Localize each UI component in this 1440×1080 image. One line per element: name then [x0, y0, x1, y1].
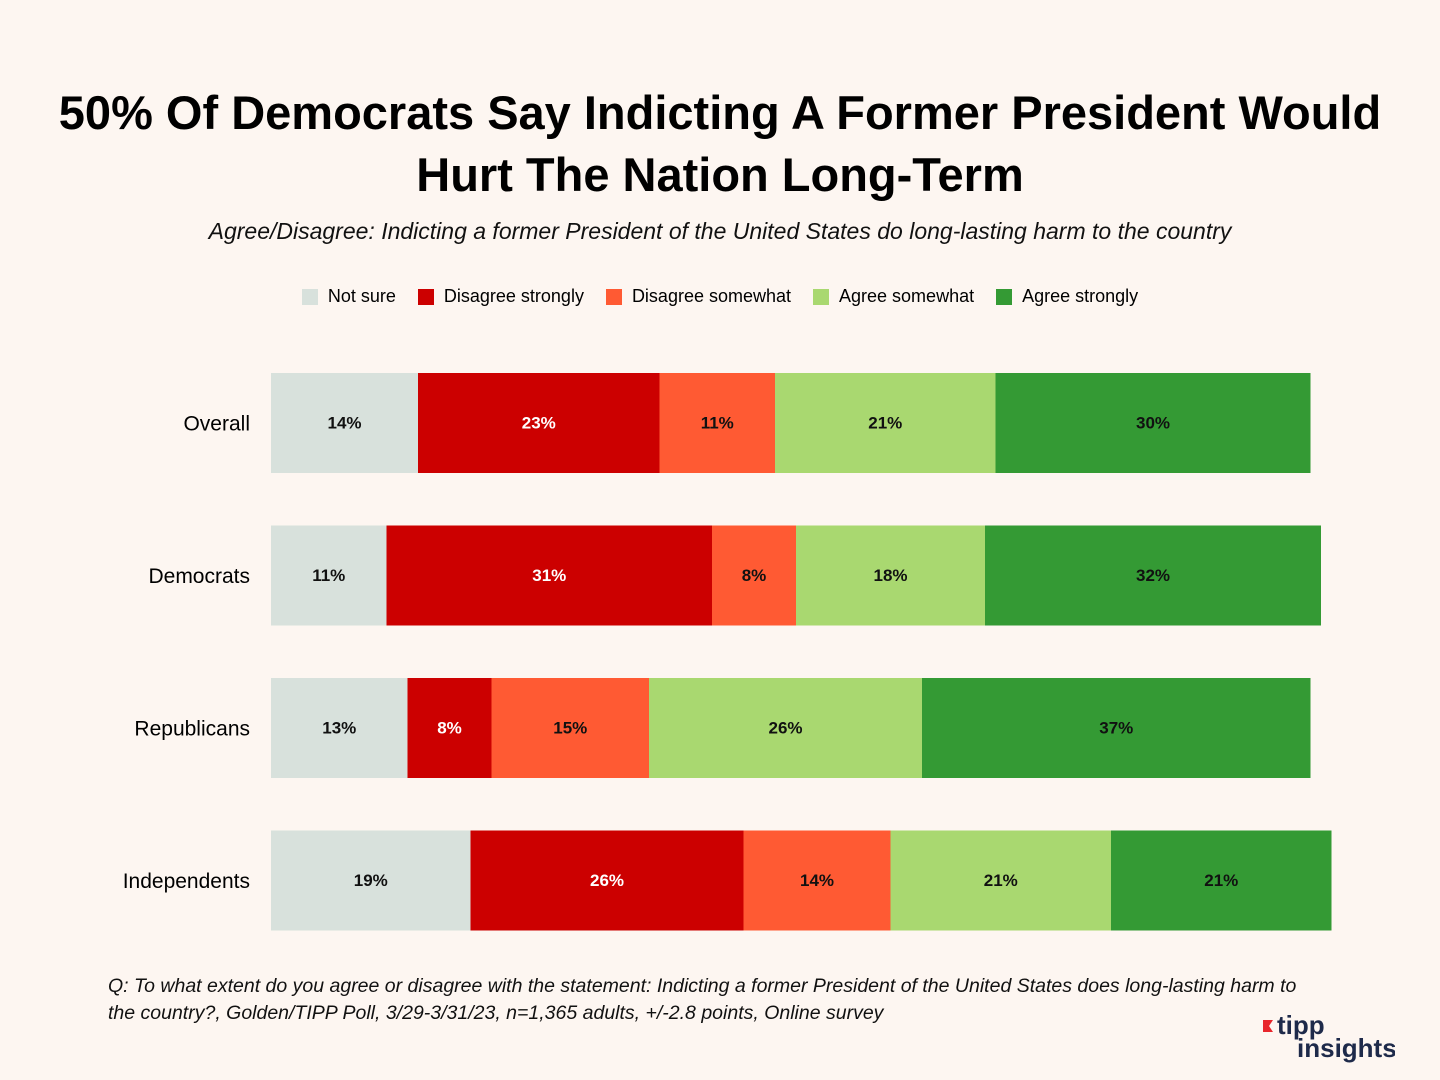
bar-segment [271, 678, 408, 778]
bar-segment [1111, 830, 1332, 931]
bar-segment [418, 373, 660, 473]
category-label: Democrats [148, 565, 250, 588]
legend-swatch [417, 288, 434, 305]
logo-text: tipp [1277, 1010, 1325, 1040]
logo: tipp insights [1263, 1010, 1395, 1063]
legend-label: Disagree somewhat [631, 286, 792, 306]
bar-segment [407, 678, 492, 778]
bar-segment [796, 525, 985, 626]
data-label: 26% [768, 718, 802, 737]
bar-segment [386, 525, 712, 626]
data-label: 15% [553, 718, 587, 737]
legend: Not sure Disagree strongly Disagree somewh… [0, 286, 1440, 307]
data-label: 23% [522, 413, 556, 432]
data-label: 21% [984, 871, 1018, 890]
data-label: 8% [437, 718, 462, 737]
data-label: 14% [327, 413, 361, 432]
data-label: 26% [590, 871, 624, 890]
data-label: 21% [1204, 871, 1238, 890]
chart-subtitle: Agree/Disagree: Indicting a former Presi… [208, 218, 1232, 244]
legend-label: Agree strongly [1022, 286, 1139, 306]
bar-segment [985, 525, 1321, 626]
legend-label: Disagree strongly [443, 286, 584, 306]
data-label: 11% [701, 413, 734, 432]
chart-title: 50% Of Democrats Say Indicting A Former … [58, 86, 1382, 201]
data-label: 11% [312, 566, 345, 585]
legend-item: Disagree somewhat [605, 286, 792, 307]
chart: Overall 14% 23% 11% 21% 30% Democrats 11% 31% 8% 1… [123, 373, 1332, 931]
legend-swatch [813, 288, 830, 305]
data-label: 13% [322, 718, 356, 737]
category-label: Independents [123, 870, 250, 893]
bar-segment [922, 678, 1311, 778]
logo-icon [1263, 1020, 1273, 1032]
legend-item: Disagree strongly [417, 286, 584, 307]
logo-text: insights [1297, 1033, 1395, 1063]
bar-segment [712, 525, 796, 626]
data-label: 30% [1136, 413, 1170, 432]
legend-item: Agree somewhat [813, 286, 974, 307]
bar-segment [649, 678, 922, 778]
legend-item: Not sure [301, 286, 396, 307]
legend-swatch [605, 288, 622, 305]
data-label: 32% [1136, 566, 1170, 585]
legend-label: Agree somewhat [839, 286, 975, 306]
footnote: Q: To what extent do you agree or disagr… [108, 975, 1297, 1024]
legend-item: Agree strongly [996, 286, 1138, 307]
data-label: 31% [532, 566, 566, 585]
data-label: 21% [868, 413, 902, 432]
bar-segment [775, 373, 996, 473]
bar-segment [271, 830, 471, 931]
bar-segment [271, 373, 418, 473]
bar-segment [271, 525, 387, 626]
legend-swatch [996, 288, 1013, 305]
bar-segment [470, 830, 744, 931]
category-label: Republicans [134, 718, 250, 741]
bar-segment [890, 830, 1111, 931]
data-label: 19% [354, 871, 388, 890]
data-label: 18% [873, 566, 907, 585]
bar-segment [995, 373, 1311, 473]
bar-segment [743, 830, 891, 931]
legend-swatch [301, 288, 318, 305]
data-label: 8% [742, 566, 767, 585]
data-label: 14% [800, 871, 834, 890]
bar-segment [491, 678, 649, 778]
legend-label: Not sure [327, 286, 396, 306]
category-label: Overall [183, 413, 250, 436]
data-label: 37% [1099, 718, 1133, 737]
bar-segment [659, 373, 775, 473]
